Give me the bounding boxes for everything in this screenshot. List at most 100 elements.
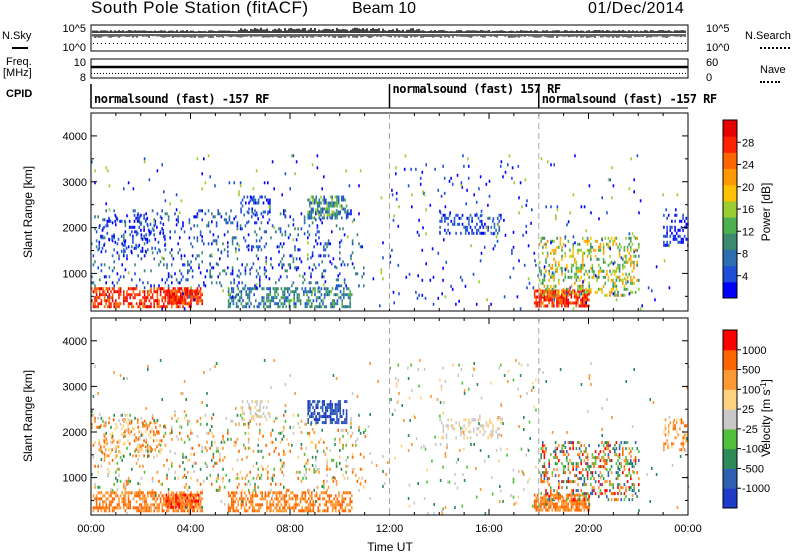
echo-cell [304, 497, 307, 501]
echo-cell [535, 298, 537, 302]
echo-cell [133, 427, 136, 431]
echo-cell [148, 506, 151, 510]
echo-cell [99, 485, 101, 489]
nave-trace-dot [268, 73, 269, 74]
echo-cell [214, 184, 216, 188]
echo-cell [633, 254, 635, 258]
echo-cell [223, 440, 226, 444]
echo-cell [133, 213, 136, 217]
echo-cell [188, 218, 191, 222]
nave-trace-dot [550, 73, 551, 74]
echo-cell [182, 455, 184, 459]
echo-cell [161, 305, 163, 309]
echo-cell [246, 455, 248, 459]
echo-cell [196, 212, 199, 216]
noise-search-mark [301, 43, 302, 44]
echo-cell [326, 201, 329, 205]
echo-cell [334, 204, 337, 208]
echo-cell [209, 269, 211, 273]
echo-cell [633, 260, 635, 264]
echo-cell [380, 271, 383, 275]
echo-cell [253, 506, 255, 510]
echo-cell [179, 491, 181, 495]
echo-cell [91, 281, 93, 285]
echo-cell [248, 403, 250, 407]
echo-cell [316, 166, 319, 170]
echo-cell [497, 223, 499, 227]
echo-cell [135, 491, 138, 495]
echo-cell [136, 219, 139, 223]
echo-cell [297, 233, 299, 237]
echo-cell [596, 257, 598, 261]
echo-cell [573, 289, 576, 293]
echo-cell [225, 473, 227, 477]
echo-cell [444, 295, 447, 299]
echo-cell [156, 212, 159, 216]
echo-cell [609, 290, 611, 294]
echo-cell [275, 506, 278, 510]
echo-cell [341, 506, 343, 510]
nave-trace-dot [628, 73, 629, 74]
echo-cell [350, 434, 352, 438]
echo-cell [174, 470, 176, 474]
echo-cell [151, 293, 154, 297]
echo-cell [280, 287, 283, 291]
echo-cell [115, 476, 117, 480]
echo-cell [333, 299, 335, 303]
echo-cell [196, 224, 199, 228]
nave-trace-dot [661, 73, 662, 74]
echo-cell [350, 254, 352, 258]
echo-cell [569, 292, 571, 296]
echo-cell [190, 491, 192, 495]
echo-cell [586, 295, 589, 299]
echo-cell [324, 248, 327, 252]
noise-search-mark [685, 43, 686, 44]
echo-cell [160, 439, 163, 443]
echo-cell [638, 245, 640, 249]
echo-cell [493, 231, 496, 235]
echo-cell [164, 234, 166, 238]
echo-cell [153, 509, 155, 513]
noise-search-mark [313, 43, 314, 44]
echo-cell [602, 284, 605, 288]
echo-cell [219, 485, 221, 489]
echo-cell [179, 305, 181, 309]
echo-cell [580, 266, 582, 270]
echo-cell [299, 425, 301, 429]
echo-cell [94, 296, 96, 300]
nave-trace-dot [298, 73, 299, 74]
echo-cell [351, 293, 353, 297]
echo-cell [163, 296, 165, 300]
echo-cell [243, 236, 245, 240]
echo-cell [580, 298, 582, 302]
echo-cell [301, 494, 303, 498]
echo-cell [253, 415, 255, 419]
noise-search-mark [577, 43, 578, 44]
echo-cell [516, 295, 519, 299]
echo-cell [540, 157, 543, 161]
echo-cell [538, 278, 541, 282]
echo-cell [323, 269, 325, 273]
nave-trace-dot [313, 73, 314, 74]
echo-cell [444, 219, 446, 223]
echo-cell [310, 421, 313, 425]
echo-cell [217, 263, 219, 267]
echo-cell [329, 213, 332, 217]
echo-cell [343, 497, 345, 501]
echo-cell [594, 290, 597, 294]
echo-cell [158, 506, 160, 510]
echo-cell [193, 224, 195, 228]
echo-cell [604, 281, 606, 285]
echo-cell [353, 218, 355, 222]
echo-cell [225, 272, 227, 276]
echo-cell [677, 240, 680, 244]
echo-cell [343, 287, 345, 291]
echo-cell [538, 242, 541, 246]
echo-cell [337, 278, 339, 282]
echo-cell [260, 449, 263, 453]
echo-cell [349, 305, 351, 309]
echo-cell [246, 263, 248, 267]
nave-trace-dot [97, 73, 98, 74]
echo-cell [124, 503, 127, 507]
echo-cell [535, 304, 537, 308]
